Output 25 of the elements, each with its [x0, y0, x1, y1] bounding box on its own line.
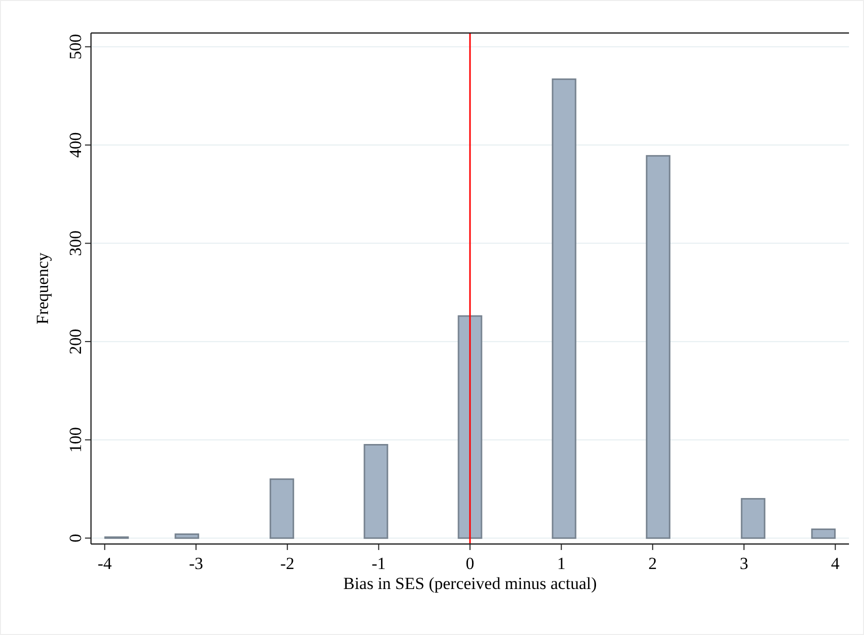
bar: [458, 315, 482, 539]
x-tick-label: -3: [188, 554, 204, 573]
y-tick-label: 500: [66, 34, 85, 60]
y-axis-title: Frequency: [33, 252, 52, 324]
bar: [270, 478, 294, 539]
x-tick-label: 1: [557, 554, 566, 573]
y-tick-label: 300: [66, 230, 85, 256]
x-tick-label: 3: [740, 554, 748, 573]
y-tick-label: 200: [66, 328, 85, 354]
x-tick-label: 0: [466, 554, 474, 573]
bar: [364, 444, 388, 539]
bar: [646, 155, 670, 539]
bar: [811, 528, 836, 539]
x-tick-label: -2: [280, 554, 294, 573]
y-tick-label: 100: [66, 427, 85, 453]
bar: [174, 533, 200, 539]
bar: [740, 498, 766, 539]
y-tick-label: 400: [66, 132, 85, 158]
x-tick-label: 2: [648, 554, 657, 573]
x-tick-label: -1: [372, 554, 386, 573]
y-tick-label: 0: [66, 534, 85, 542]
bar: [552, 78, 576, 539]
x-tick-label: -4: [98, 554, 112, 573]
x-tick-label: 4: [831, 554, 840, 573]
x-axis-title: Bias in SES (perceived minus actual): [343, 574, 597, 593]
